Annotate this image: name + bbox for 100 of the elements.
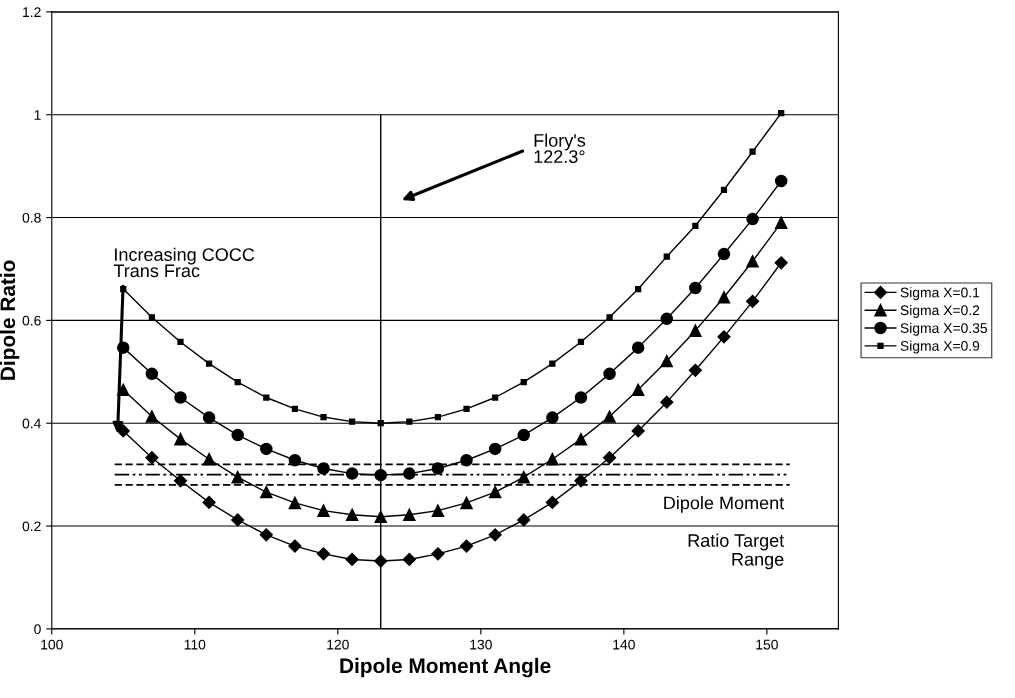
point — [631, 424, 645, 438]
point — [663, 253, 670, 260]
ref-line-label: Dipole Moment Ratio Target Range — [664, 496, 785, 570]
point — [260, 485, 273, 499]
point — [660, 312, 674, 326]
legend-label: Sigma X=0.35 — [900, 322, 988, 336]
y-tick-label: 1.2 — [23, 7, 41, 17]
y-tick-label: 0.2 — [22, 521, 41, 532]
point — [745, 294, 760, 308]
x-tick-label: 150 — [756, 639, 778, 650]
point — [288, 539, 302, 553]
point — [145, 451, 159, 465]
y-tick-label: 0 — [34, 624, 41, 635]
point — [517, 513, 531, 527]
annotation: Flory's 122.3° — [534, 133, 586, 164]
point — [374, 554, 388, 568]
point — [717, 290, 731, 304]
point — [174, 391, 187, 404]
point — [316, 547, 331, 561]
x-tick-label: 110 — [184, 639, 206, 650]
point — [717, 247, 731, 261]
point — [749, 148, 756, 155]
point — [717, 330, 731, 344]
point — [291, 405, 299, 412]
point — [174, 432, 187, 446]
point — [348, 418, 356, 425]
point — [345, 552, 359, 567]
point — [520, 378, 527, 386]
point — [488, 485, 502, 499]
point — [231, 428, 244, 442]
point — [434, 413, 442, 421]
point — [488, 528, 502, 542]
point — [288, 496, 302, 510]
point — [577, 338, 585, 346]
y-tick-label: 0.6 — [22, 315, 41, 326]
y-tick-label: 0.8 — [22, 212, 41, 223]
point — [259, 528, 273, 542]
point — [431, 504, 445, 517]
point — [317, 504, 330, 517]
point — [173, 474, 188, 488]
point — [145, 367, 159, 381]
point — [116, 424, 130, 438]
point — [631, 341, 645, 354]
x-tick-label: 100 — [41, 639, 63, 650]
point — [260, 442, 273, 456]
annotation: Increasing COCC Trans Frac — [113, 247, 255, 278]
point — [688, 363, 702, 377]
point — [231, 513, 245, 527]
point — [602, 451, 617, 465]
point — [431, 547, 445, 561]
y-axis-title: Dipole Ratio — [0, 260, 20, 380]
point — [374, 510, 387, 524]
point — [403, 508, 416, 521]
point — [635, 285, 642, 293]
point — [631, 383, 645, 397]
point — [234, 378, 241, 386]
point — [660, 354, 674, 368]
point — [574, 474, 588, 488]
point — [231, 470, 244, 484]
point — [145, 410, 159, 423]
point — [774, 174, 788, 188]
point — [774, 216, 788, 229]
point — [202, 411, 216, 424]
point — [746, 212, 759, 226]
point — [603, 367, 616, 381]
point — [345, 508, 359, 521]
y-tick-label: 0.4 — [22, 418, 41, 429]
x-tick-label: 140 — [613, 639, 635, 650]
legend-label: Sigma X=0.9 — [900, 340, 980, 354]
point — [603, 410, 616, 423]
legend-label: Sigma X=0.2 — [900, 305, 980, 318]
point — [263, 394, 270, 401]
point — [660, 395, 674, 409]
legend-label: Sigma X=0.1 — [900, 287, 980, 301]
point — [463, 405, 470, 412]
point — [345, 467, 359, 480]
point — [488, 442, 502, 456]
point — [177, 338, 184, 346]
point — [778, 110, 785, 117]
point — [148, 314, 156, 321]
point — [205, 360, 213, 367]
point — [402, 552, 416, 567]
point — [459, 539, 474, 553]
point — [545, 495, 559, 509]
point — [689, 281, 702, 295]
point — [606, 314, 613, 321]
x-tick-label: 120 — [327, 639, 349, 650]
point — [746, 254, 759, 268]
point — [720, 186, 728, 193]
point — [460, 496, 473, 510]
x-axis-title: Dipole Moment Angle — [340, 657, 551, 678]
point — [403, 467, 416, 480]
point — [689, 324, 702, 337]
point — [549, 360, 556, 367]
point — [406, 418, 413, 425]
point — [202, 495, 216, 509]
y-tick-label: 1 — [34, 110, 41, 120]
point — [692, 222, 699, 229]
point — [492, 394, 499, 401]
point — [431, 462, 445, 475]
